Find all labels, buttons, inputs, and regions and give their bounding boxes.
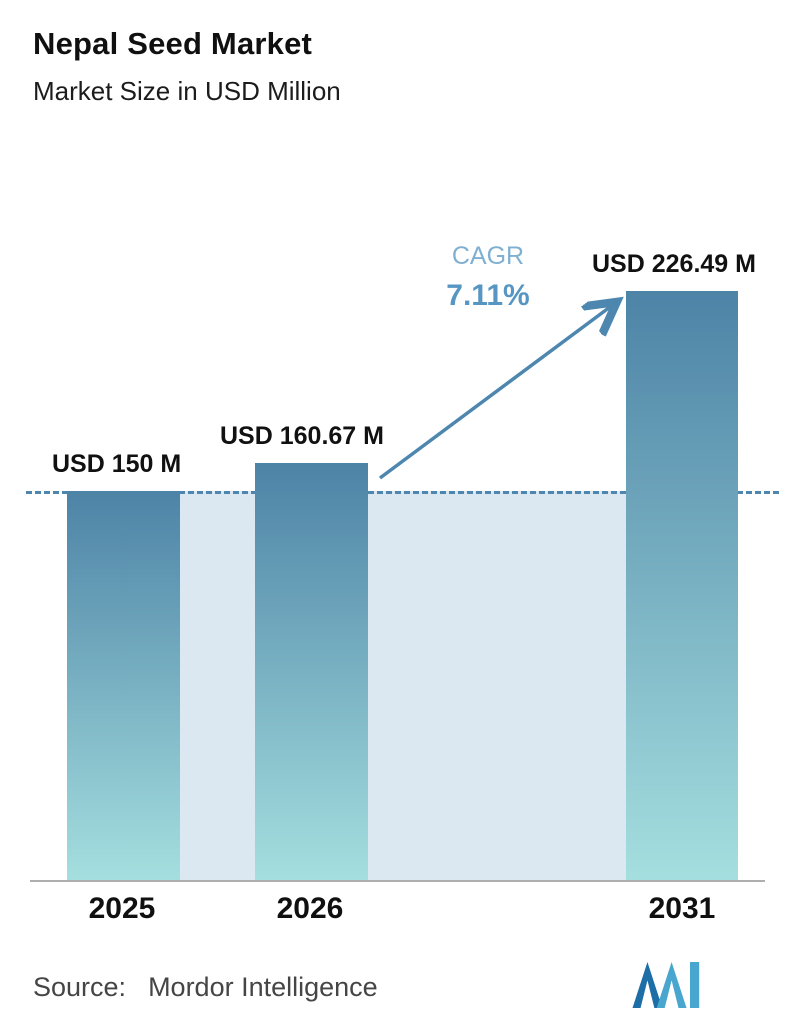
value-label-2025: USD 150 M (52, 449, 182, 478)
value-label-2026: USD 160.67 M (220, 422, 384, 451)
mordor-intelligence-logo (632, 962, 700, 1008)
bar-2031 (626, 291, 738, 882)
x-label-2031: 2031 (648, 892, 716, 925)
bar-2026 (255, 463, 368, 882)
cagr-label: CAGR (451, 242, 525, 270)
x-label-2026: 2026 (276, 892, 344, 925)
source-label: Source: (33, 972, 127, 1002)
bar-2025 (67, 490, 180, 882)
baseline-dashed-line (26, 490, 779, 494)
chart-subtitle: Market Size in USD Million (33, 76, 341, 106)
source-attribution: Source: Mordor Intelligence (33, 972, 378, 1003)
value-label-2031: USD 226.49 M (592, 250, 756, 279)
plot-area: USD 150 M USD 160.67 M USD 226.49 M CAGR… (26, 204, 779, 882)
x-axis-line (30, 880, 765, 882)
chart-header: Nepal Seed Market Market Size in USD Mil… (33, 26, 341, 107)
x-label-2025: 2025 (88, 892, 156, 925)
chart-title: Nepal Seed Market (33, 26, 313, 61)
cagr-annotation: CAGR 7.11% (408, 242, 568, 313)
source-value: Mordor Intelligence (148, 972, 378, 1002)
cagr-value: 7.11% (446, 279, 530, 312)
